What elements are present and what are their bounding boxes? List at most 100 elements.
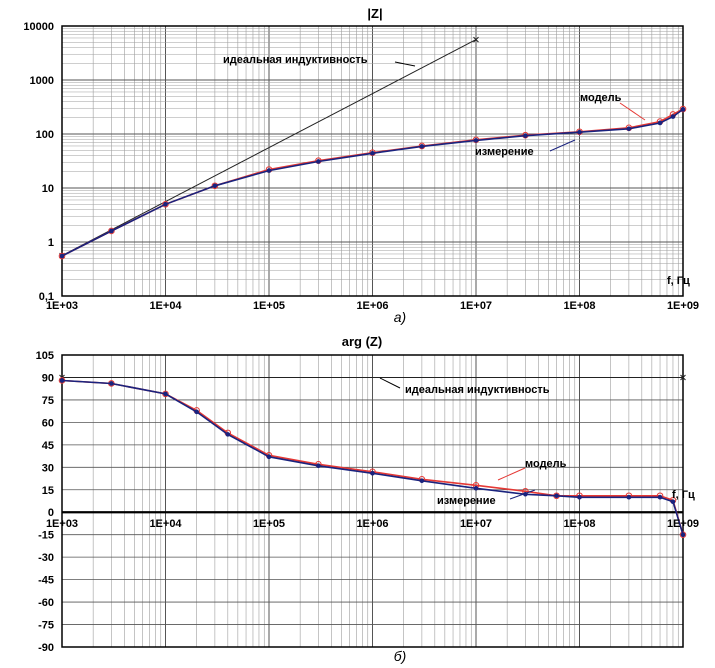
phase-model-label: модель (525, 458, 567, 470)
magnitude-measurement-point (577, 129, 582, 135)
magnitude-measurement-point (370, 150, 375, 156)
magnitude-measurement-point (419, 144, 425, 149)
phase-ideal-point (680, 374, 686, 381)
phase-measurement-point (109, 381, 114, 386)
magnitude-ideal-line (61, 39, 477, 257)
magnitude-grid (61, 26, 683, 297)
phase-y-tick-label: 75 (42, 395, 54, 407)
magnitude-axes (61, 25, 684, 297)
magnitude-measurement-point (523, 133, 528, 139)
magnitude-model-point (108, 227, 115, 235)
phase-y-tick-label: 45 (42, 440, 54, 452)
magnitude-model-point (162, 200, 169, 208)
phase-x-tick-label: 1E+08 (563, 518, 595, 530)
magnitude-x-tick-label: 1E+04 (149, 300, 182, 312)
magnitude-series (58, 36, 687, 260)
magnitude-x-tick-label: 1E+05 (253, 300, 285, 312)
magnitude-x-tick-label: 1E+03 (46, 300, 78, 312)
phase-x-tick-label: 1E+03 (46, 518, 78, 530)
phase-x-tick-label: 1E+06 (356, 518, 388, 530)
phase-measurement-label: измерение (437, 495, 496, 507)
magnitude-measurement-point (657, 120, 663, 126)
phase-x-tick-label: 1E+04 (149, 518, 182, 530)
phase-y-tick-label: 105 (36, 350, 54, 362)
phase-xlabel: f, Гц (672, 489, 695, 501)
phase-y-tick-label: 15 (42, 485, 54, 497)
phase-ideal-arrow (379, 377, 401, 389)
phase-grid (61, 354, 683, 648)
magnitude-frame (61, 25, 684, 297)
magnitude-measurement-point (626, 126, 632, 132)
magnitude-chart: |Z| 1E+03 1E+04 1E+05 1E+06 1E+07 1E+08 1E+09 0… (23, 6, 699, 325)
magnitude-model-arrow (619, 102, 646, 121)
magnitude-measurement-point (212, 183, 218, 189)
phase-chart-title: arg (Z) (342, 334, 382, 349)
phase-ideal-label: идеальная индуктивность (405, 384, 550, 396)
magnitude-model-point (58, 252, 66, 260)
magnitude-y-tick-label: 0,1 (39, 291, 54, 303)
phase-y-tick-label: -90 (38, 642, 54, 654)
phase-chart: arg (Z) 1E+03 1E+04 1E+05 1E+06 1E+07 1E+08 1E… (36, 334, 699, 664)
phase-measurement-point (266, 454, 272, 460)
magnitude-model-point (679, 105, 687, 113)
magnitude-x-tick-label: 1E+07 (460, 300, 492, 312)
phase-measurement-point (657, 494, 663, 500)
phase-ticks: 1E+03 1E+04 1E+05 1E+06 1E+07 1E+08 1E+09 105 90… (36, 350, 699, 654)
magnitude-ideal-arrow (394, 61, 416, 67)
phase-model-arrow (497, 467, 526, 481)
phase-y-tick-label: -60 (38, 597, 54, 609)
phase-measurement-point (225, 432, 231, 437)
phase-measurement-point (194, 409, 199, 415)
phase-y-tick-label: -30 (38, 552, 54, 564)
phase-y-tick-label: 60 (42, 417, 54, 429)
phase-y-tick-label: -15 (38, 530, 54, 542)
phase-measurement-point (670, 499, 676, 505)
magnitude-x-tick-label: 1E+08 (563, 300, 595, 312)
magnitude-measurement-point (670, 114, 676, 119)
phase-measurement-point (419, 478, 425, 484)
phase-measurement-point (370, 470, 375, 476)
magnitude-x-tick-label: 1E+06 (356, 300, 388, 312)
phase-model-point (679, 531, 687, 538)
phase-series (58, 374, 687, 538)
phase-measurement-point (59, 378, 65, 383)
phase-y-tick-label: 90 (42, 372, 54, 384)
phase-y-tick-label: -45 (38, 575, 54, 587)
phase-caption: б) (394, 648, 407, 664)
phase-measurement-point (680, 532, 686, 537)
magnitude-measurement-point (109, 228, 114, 234)
phase-y-tick-label: -75 (38, 620, 54, 632)
magnitude-y-tick-label: 1 (48, 237, 54, 249)
phase-measurement-point (473, 485, 479, 491)
phase-measurement-point (554, 493, 559, 499)
magnitude-caption: а) (394, 309, 406, 325)
magnitude-chart-title: |Z| (367, 6, 382, 21)
magnitude-y-tick-label: 10 (42, 183, 54, 195)
phase-measurement-point (163, 391, 168, 397)
magnitude-ticks: 1E+03 1E+04 1E+05 1E+06 1E+07 1E+08 1E+09 0,1 1 1… (23, 21, 699, 312)
magnitude-measurement-arrow (549, 139, 576, 152)
phase-measurement-point (316, 463, 321, 469)
phase-y-tick-label: 30 (42, 462, 54, 474)
magnitude-measurement-point (59, 253, 65, 259)
magnitude-measurement-point (680, 107, 686, 112)
phase-y-tick-label: 0 (48, 507, 54, 519)
magnitude-measurement-point (473, 138, 479, 143)
magnitude-ideal-label: идеальная индуктивность (223, 54, 368, 66)
magnitude-y-tick-label: 1000 (30, 75, 54, 87)
magnitude-measurement-point (316, 159, 321, 164)
phase-x-tick-label: 1E+09 (667, 518, 699, 530)
phase-x-tick-label: 1E+05 (253, 518, 285, 530)
magnitude-measurement-label: измерение (475, 146, 534, 158)
phase-frame (61, 354, 684, 648)
magnitude-y-tick-label: 100 (36, 129, 54, 141)
magnitude-x-tick-label: 1E+09 (667, 300, 699, 312)
phase-measurement-point (577, 494, 582, 500)
magnitude-xlabel: f, Гц (667, 275, 690, 287)
phase-x-tick-label: 1E+07 (460, 518, 492, 530)
magnitude-ideal-point (473, 36, 479, 43)
phase-measurement-point (626, 494, 632, 500)
magnitude-measurement-point (266, 168, 272, 173)
phase-axes (61, 354, 684, 648)
